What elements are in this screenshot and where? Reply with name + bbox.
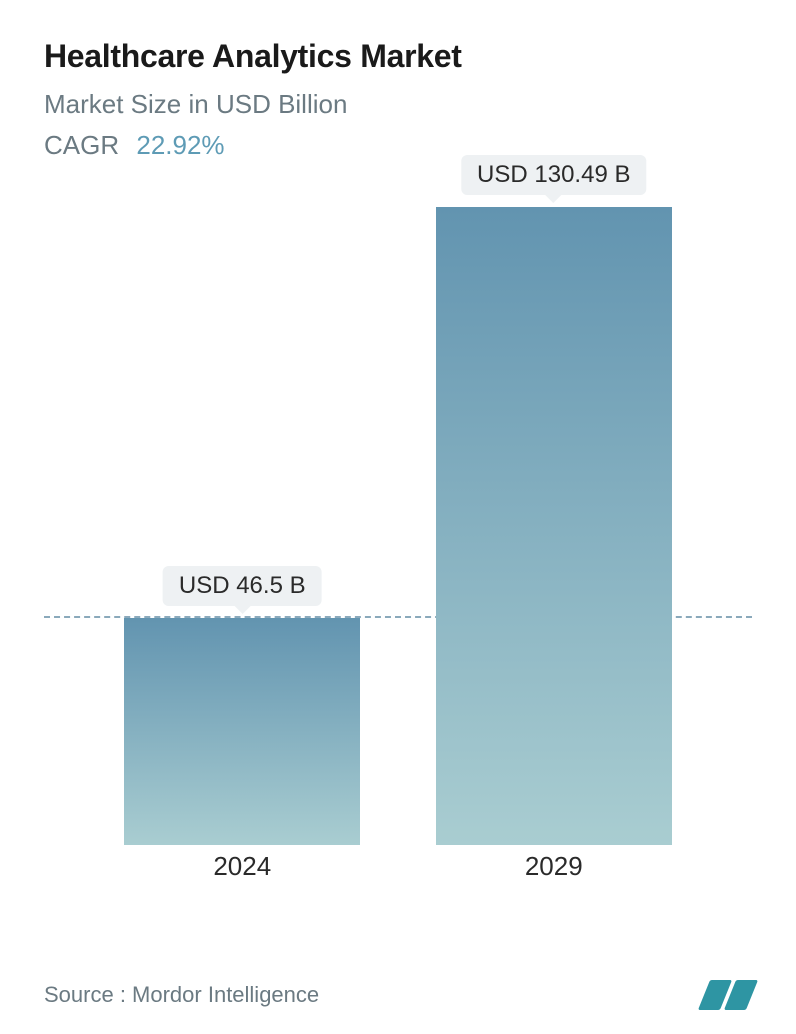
value-label: USD 46.5 B [163, 566, 322, 606]
x-label: 2029 [525, 851, 583, 882]
bar-2024: USD 46.5 B [124, 618, 360, 845]
bar-fill [124, 618, 360, 845]
value-label: USD 130.49 B [461, 155, 646, 195]
cagr-label: CAGR [44, 130, 119, 160]
plot-area: USD 46.5 B USD 130.49 B [44, 171, 752, 845]
chart-container: Healthcare Analytics Market Market Size … [0, 0, 796, 1034]
x-label: 2024 [213, 851, 271, 882]
bar-chart: USD 46.5 B USD 130.49 B 2024 2029 [44, 171, 752, 891]
x-axis-labels: 2024 2029 [44, 851, 752, 891]
source-text: Source : Mordor Intelligence [44, 982, 319, 1008]
bar-fill [436, 207, 672, 845]
cagr-value: 22.92% [136, 130, 224, 160]
brand-logo-icon [704, 980, 752, 1010]
chart-subtitle: Market Size in USD Billion [44, 89, 752, 120]
bar-2029: USD 130.49 B [436, 207, 672, 845]
footer: Source : Mordor Intelligence [44, 980, 752, 1010]
cagr-line: CAGR 22.92% [44, 130, 752, 161]
chart-title: Healthcare Analytics Market [44, 38, 752, 75]
